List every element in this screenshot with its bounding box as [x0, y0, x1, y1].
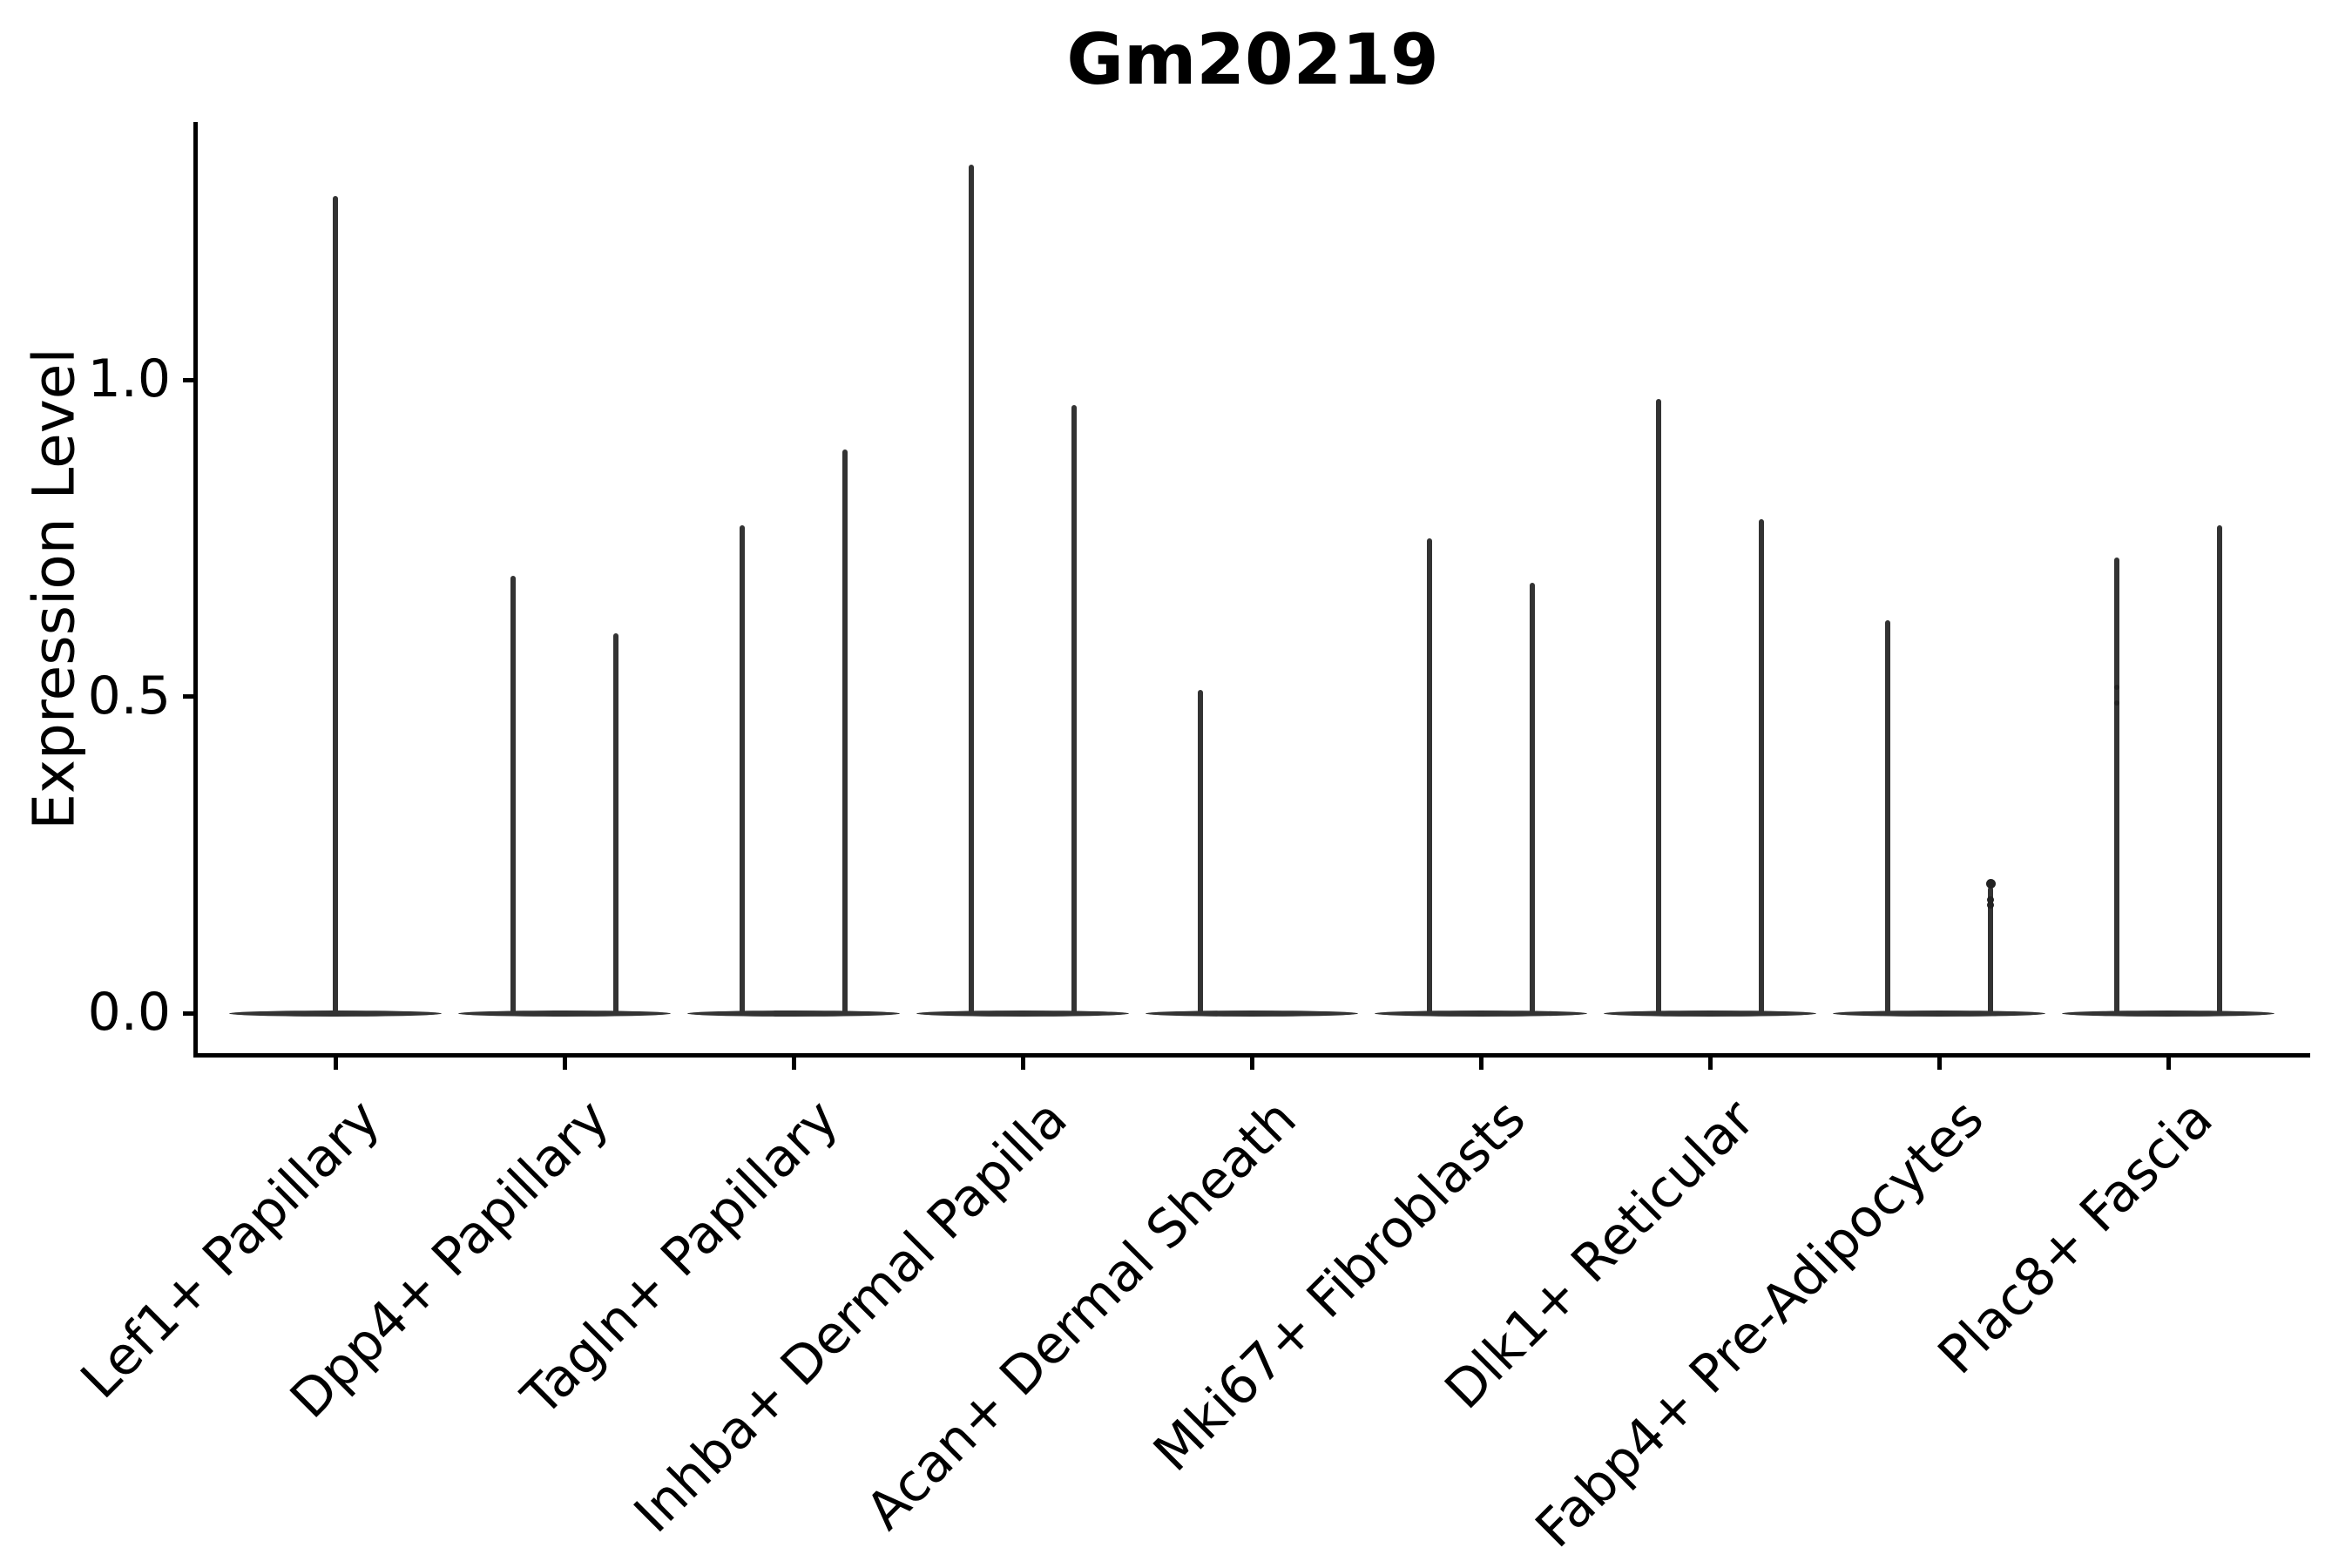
violin-point: [1987, 901, 1994, 909]
violin-spike: [740, 525, 745, 1013]
y-tick-mark: [183, 1010, 198, 1016]
x-tick-mark: [1707, 1056, 1713, 1070]
x-tick-mark: [1478, 1056, 1484, 1070]
violin-base: [1604, 1010, 1816, 1017]
x-tick-mark: [562, 1056, 567, 1070]
y-tick-label: 0.5: [87, 665, 171, 727]
violin-base: [229, 1010, 442, 1017]
violin-base: [458, 1010, 671, 1017]
violin-spike: [613, 632, 618, 1013]
violin-spike: [1656, 398, 1661, 1013]
y-axis-label: Expression Level: [20, 348, 88, 830]
y-tick-mark: [183, 377, 198, 382]
chart-title: Gm20219: [1066, 19, 1439, 100]
violin-spike: [333, 196, 338, 1013]
violin-spike: [2217, 525, 2222, 1013]
y-tick-label: 0.0: [87, 982, 171, 1043]
y-axis-spine: [193, 122, 198, 1058]
violin-spike: [969, 164, 974, 1013]
x-tick-mark: [333, 1056, 338, 1070]
x-tick-label: Acan+ Dermal Sheath: [855, 1088, 1308, 1542]
violin-base: [687, 1010, 900, 1017]
violin-spike: [1988, 886, 1993, 1013]
y-tick-mark: [183, 694, 198, 699]
violin-spike: [1427, 537, 1432, 1013]
violin-point: [1985, 879, 1996, 889]
violin-base: [1146, 1010, 1358, 1017]
violin-spike: [1530, 582, 1535, 1013]
violin-spike: [510, 576, 516, 1013]
x-tick-label: Inhba+ Dermal Papilla: [622, 1088, 1079, 1544]
x-tick-mark: [1020, 1056, 1025, 1070]
violin-spike: [1885, 620, 1890, 1013]
violin-spike: [1759, 518, 1764, 1013]
x-tick-mark: [791, 1056, 796, 1070]
violin-spike: [842, 449, 848, 1013]
violin-base: [916, 1010, 1129, 1017]
x-tick-mark: [2166, 1056, 2171, 1070]
x-axis-spine: [193, 1053, 2310, 1058]
x-tick-label: Fabp4+ Pre-Adipocytes: [1524, 1088, 1996, 1560]
x-tick-mark: [1249, 1056, 1254, 1070]
violin-point: [2114, 684, 2119, 690]
violin-spike: [1071, 405, 1077, 1013]
violin-base: [2062, 1010, 2274, 1017]
violin-point: [2114, 700, 2119, 706]
y-tick-label: 1.0: [87, 348, 171, 409]
violin-spike: [2114, 557, 2119, 1013]
violin-base: [1833, 1010, 2045, 1017]
x-tick-mark: [1936, 1056, 1942, 1070]
violin-point: [1987, 896, 1994, 903]
violin-spike: [1198, 690, 1203, 1013]
violin-base: [1375, 1010, 1587, 1017]
